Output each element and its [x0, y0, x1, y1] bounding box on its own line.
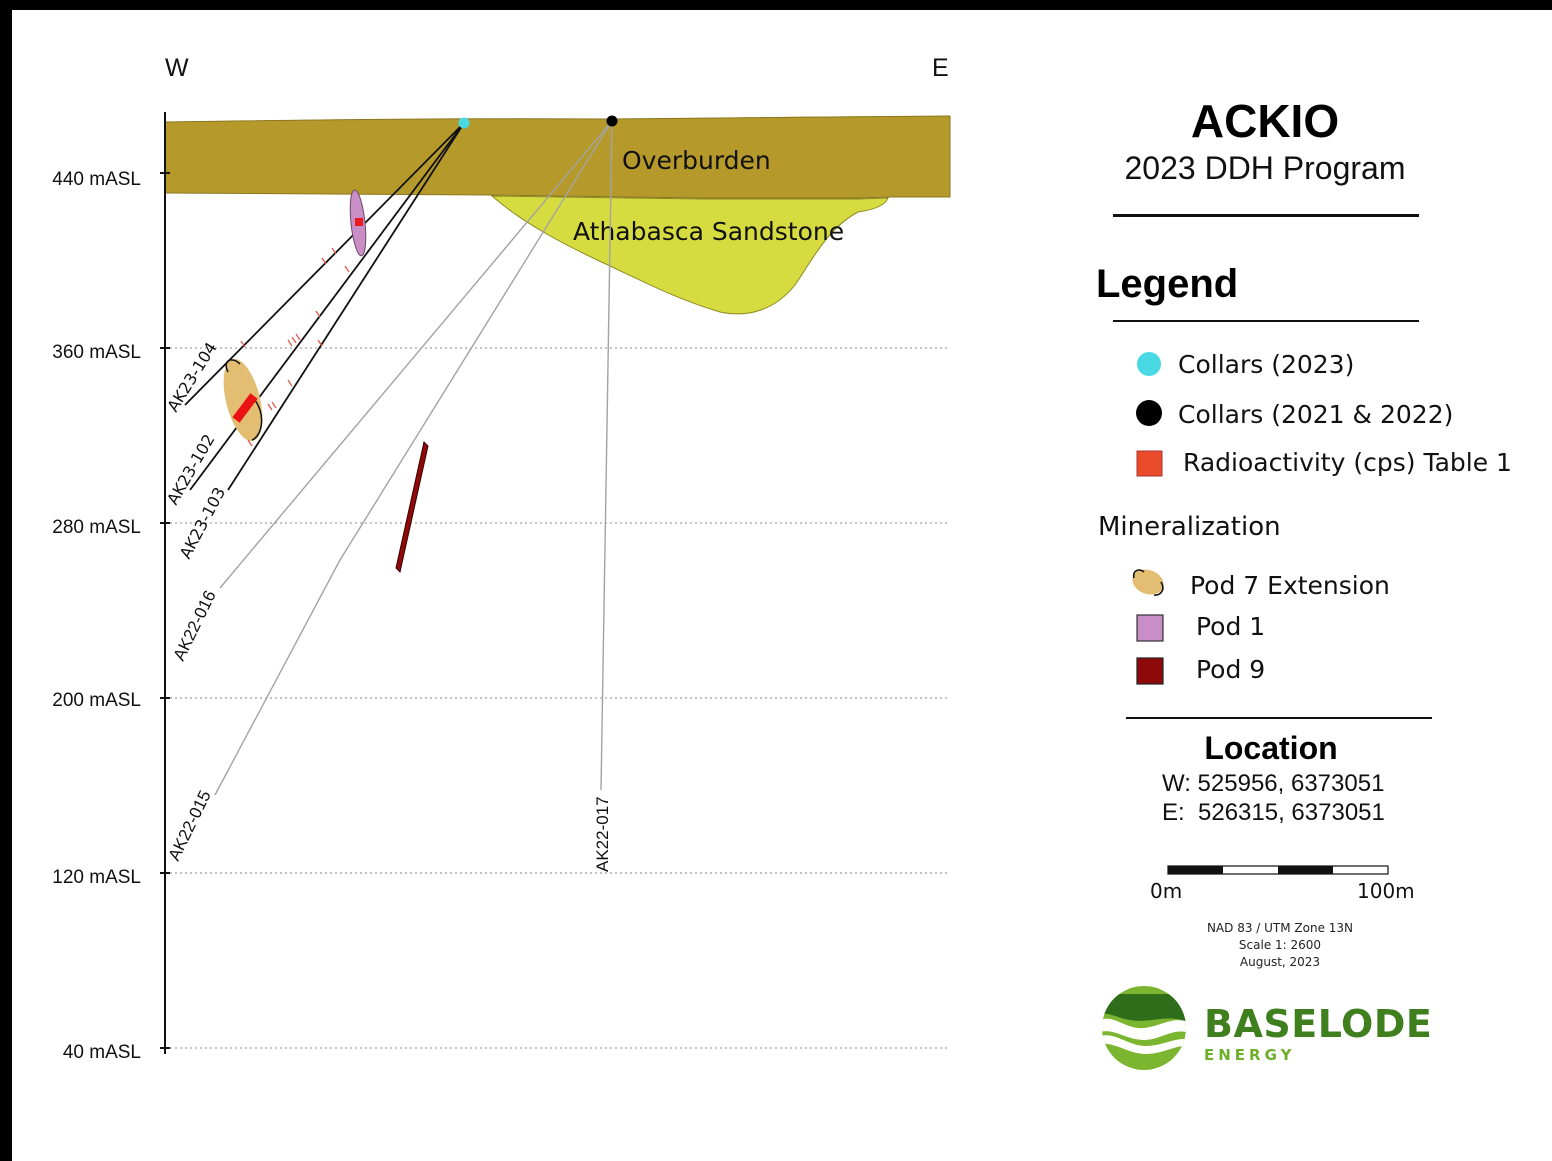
legend-item-pod-7-extension: Pod 7 Extension [1190, 571, 1390, 600]
athabasca-sandstone-unit [490, 195, 889, 315]
tick-label-280: 280 mASL [52, 517, 141, 538]
legend-item-pod-9: Pod 9 [1196, 655, 1266, 684]
hole-label-ak22-016: AK22-016 [170, 587, 220, 663]
trace-ak22-016 [219, 120, 613, 589]
scale-start-label: 0m [1150, 879, 1183, 903]
scale-end-label: 100m [1357, 879, 1415, 903]
legend-heading: Legend [1096, 262, 1239, 306]
mineralization-heading: Mineralization [1098, 512, 1281, 542]
projection-note: NAD 83 / UTM Zone 13N [1206, 921, 1354, 935]
trace-ak23-104 [184, 122, 465, 406]
pod-9-body [395, 441, 429, 573]
pod-1-icon [1136, 614, 1164, 642]
pod-1-radioactivity [355, 218, 363, 226]
pod-9-icon [1136, 657, 1164, 685]
map-subtitle: 2023 DDH Program [1124, 150, 1406, 186]
pod-7-extension-body [223, 359, 263, 441]
brand-name: BASELODE [1204, 1002, 1433, 1046]
legend-divider [1113, 320, 1419, 322]
tick-label-360: 360 mASL [52, 342, 141, 363]
collar-2023 [458, 117, 470, 129]
location-heading: Location [1204, 730, 1338, 766]
collar-2021-2022 [606, 115, 618, 127]
location-divider [1126, 717, 1432, 719]
pod-7-outline-bottom [251, 399, 263, 441]
2023-drill-traces [184, 122, 465, 491]
scale-bar [1167, 865, 1389, 875]
east-label: E [932, 54, 949, 82]
tick-label-200: 200 mASL [52, 690, 141, 711]
legend-item-collars-2021-2022: Collars (2021 & 2022) [1178, 400, 1454, 429]
radioactivity-icon [1136, 450, 1163, 477]
radioactivity-ticks [240, 247, 350, 447]
pod-7-outline-top [225, 359, 241, 373]
hole-label-ak22-015: AK22-015 [165, 787, 215, 863]
scale-note: Scale 1: 2600 [1238, 938, 1322, 952]
collar-2023-icon [1137, 352, 1161, 376]
west-label: W [165, 54, 189, 82]
trace-ak23-103 [227, 122, 465, 491]
overburden-label: Overburden [622, 146, 771, 175]
athabasca-sandstone-label: Athabasca Sandstone [573, 217, 844, 246]
brand-sub: ENERGY [1204, 1046, 1296, 1064]
legend-item-radioactivity: Radioactivity (cps) Table 1 [1183, 448, 1512, 477]
baselode-logo-icon [1102, 986, 1186, 1070]
hole-label-ak22-017: AK22-017 [593, 796, 612, 872]
map-title: ACKIO [1190, 95, 1340, 147]
location-west: W: 525956, 6373051 [1162, 770, 1385, 797]
trace-ak23-102 [189, 122, 465, 491]
legend-item-pod-1: Pod 1 [1196, 612, 1266, 641]
historic-drill-traces [214, 120, 613, 796]
overburden-unit [164, 115, 951, 199]
legend-item-collars-2023: Collars (2023) [1178, 350, 1355, 379]
trace-ak22-017 [600, 120, 613, 791]
tick-label-440: 440 mASL [52, 169, 141, 190]
title-divider [1113, 214, 1419, 217]
collar-2021-2022-icon [1136, 400, 1162, 426]
location-east: E: 526315, 6373051 [1162, 799, 1385, 826]
elevation-gridlines [165, 172, 950, 1049]
date-note: August, 2023 [1239, 955, 1321, 969]
pod-7-extension-icon [1132, 569, 1164, 596]
tick-label-120: 120 mASL [52, 867, 141, 888]
axis-ticks [160, 172, 170, 1049]
pod-7-radioactivity [232, 393, 258, 423]
tick-label-40: 40 mASL [63, 1042, 141, 1063]
trace-ak22-015 [214, 120, 613, 796]
